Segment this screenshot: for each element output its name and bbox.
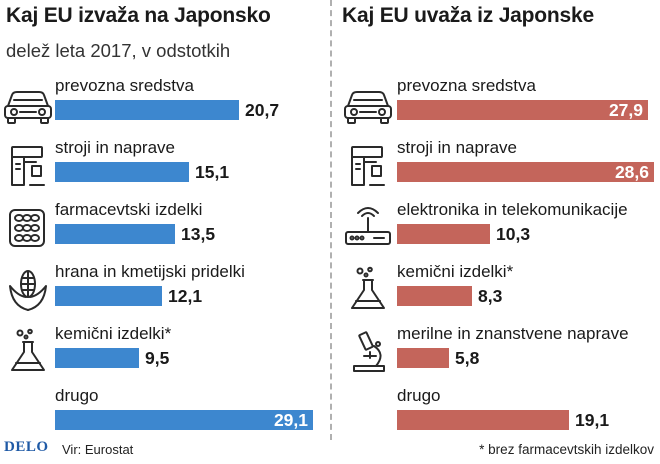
export-value-label: 12,1 — [168, 286, 203, 306]
import-category-label: elektronika in telekomunikacije — [397, 200, 628, 219]
import-category-label: drugo — [397, 386, 441, 405]
import-bar — [397, 100, 648, 120]
import-value-label: 5,8 — [455, 348, 480, 368]
import-category-label: kemični izdelki* — [397, 262, 514, 281]
export-category-label: prevozna sredstva — [55, 76, 194, 95]
export-bar — [55, 410, 313, 430]
import-bar — [397, 286, 472, 306]
export-category-label: farmacevtski izdelki — [55, 200, 203, 219]
flask-icon — [2, 328, 54, 374]
export-category-label: stroji in naprave — [55, 138, 176, 157]
export-bar — [55, 100, 239, 120]
router-icon — [342, 204, 394, 250]
export-bar — [55, 286, 162, 306]
export-bar — [55, 348, 139, 368]
flask-icon — [342, 266, 394, 312]
right-chart-title: Kaj EU uvaža iz Japonske — [342, 4, 594, 27]
car-icon — [342, 80, 394, 126]
corn-icon — [2, 266, 54, 312]
import-bar — [397, 162, 654, 182]
import-bar — [397, 348, 449, 368]
import-bar — [397, 224, 490, 244]
export-value-label: 9,5 — [145, 348, 170, 368]
machine-icon — [342, 142, 394, 188]
machine-icon — [2, 142, 54, 188]
left-chart-subtitle: delež leta 2017, v odstotkih — [6, 40, 231, 61]
microscope-icon — [342, 328, 394, 374]
pills-icon — [2, 204, 54, 250]
export-category-label: kemični izdelki* — [55, 324, 172, 343]
source-note: Vir: Eurostat — [62, 442, 134, 457]
import-value-label: 10,3 — [496, 224, 531, 244]
import-category-label: stroji in naprave — [397, 138, 518, 157]
import-bar — [397, 410, 569, 430]
export-bar — [55, 224, 175, 244]
import-value-label: 27,9 — [608, 100, 643, 120]
footnote: * brez farmacevtskih izdelkov — [479, 442, 654, 457]
export-value-label: 20,7 — [245, 100, 280, 120]
export-value-label: 15,1 — [195, 162, 230, 182]
delo-logo: DELO — [4, 439, 49, 455]
import-category-label: merilne in znanstvene naprave — [397, 324, 629, 343]
export-value-label: 13,5 — [181, 224, 216, 244]
import-value-label: 8,3 — [478, 286, 503, 306]
left-chart-title: Kaj EU izvaža na Japonsko — [6, 4, 271, 27]
export-category-label: drugo — [55, 386, 99, 405]
import-value-label: 19,1 — [575, 410, 610, 430]
export-value-label: 29,1 — [273, 410, 308, 430]
export-bar — [55, 162, 189, 182]
export-category-label: hrana in kmetijski pridelki — [55, 262, 245, 281]
car-icon — [2, 80, 54, 126]
import-category-label: prevozna sredstva — [397, 76, 536, 95]
import-value-label: 28,6 — [614, 162, 649, 182]
panel-divider — [330, 0, 332, 440]
